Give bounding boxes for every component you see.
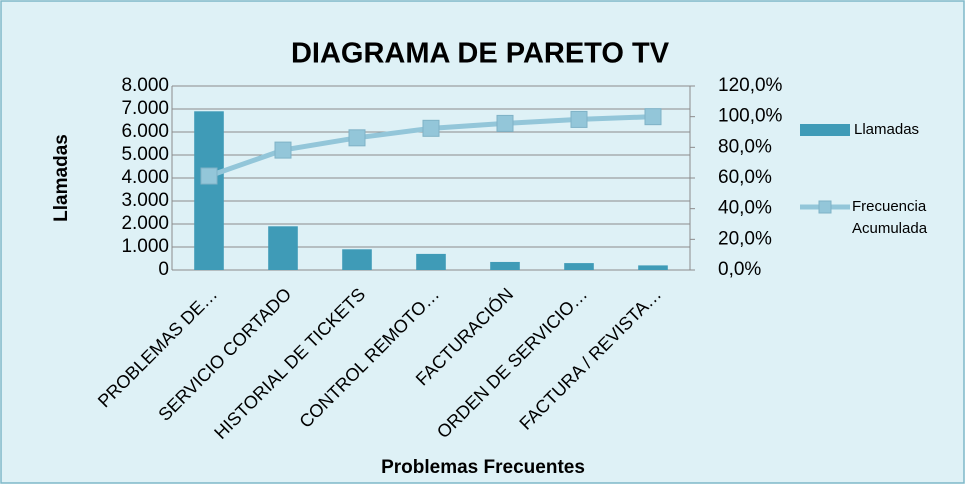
- y2-tick-label: 40,0%: [718, 198, 772, 219]
- y-tick-label: 0: [158, 259, 169, 280]
- marker: [274, 141, 292, 159]
- y2-tick-label: 60,0%: [718, 167, 772, 188]
- y-tick-label: 6.000: [121, 121, 169, 142]
- marker: [570, 110, 588, 128]
- y2-tick-label: 100,0%: [718, 106, 783, 127]
- y2-tick-label: 0,0%: [718, 259, 761, 280]
- legend-swatch-marker: [818, 200, 832, 214]
- marker: [644, 108, 662, 126]
- legend-swatch: [800, 124, 850, 136]
- legend-label: Llamadas: [854, 121, 919, 138]
- bar: [416, 253, 446, 270]
- y2-tick-label: 20,0%: [718, 228, 772, 249]
- marker: [348, 129, 366, 147]
- y-axis-title: Llamadas: [51, 134, 72, 222]
- bar: [638, 265, 668, 270]
- marker: [200, 167, 218, 185]
- legend-label: Frecuencia Acumulada: [852, 198, 928, 237]
- bar: [342, 249, 372, 270]
- y-tick-label: 7.000: [121, 98, 169, 119]
- legend-label-box: Frecuencia Acumulada: [852, 198, 928, 237]
- chart-title: DIAGRAMA DE PARETO TV: [291, 38, 670, 70]
- bar: [490, 261, 520, 270]
- marker: [496, 114, 514, 132]
- y-tick-label: 4.000: [121, 167, 169, 188]
- bar: [564, 263, 594, 270]
- y-tick-label: 2.000: [121, 213, 169, 234]
- bar: [268, 226, 298, 270]
- x-axis-title: Problemas Frecuentes: [381, 457, 585, 478]
- y-tick-label: 5.000: [121, 144, 169, 165]
- bar: [194, 111, 224, 270]
- y2-tick-label: 80,0%: [718, 136, 772, 157]
- y2-tick-label: 120,0%: [718, 75, 783, 96]
- y-tick-label: 1.000: [121, 236, 169, 257]
- y-tick-label: 3.000: [121, 190, 169, 211]
- y-tick-label: 8.000: [121, 75, 169, 96]
- marker: [422, 119, 440, 137]
